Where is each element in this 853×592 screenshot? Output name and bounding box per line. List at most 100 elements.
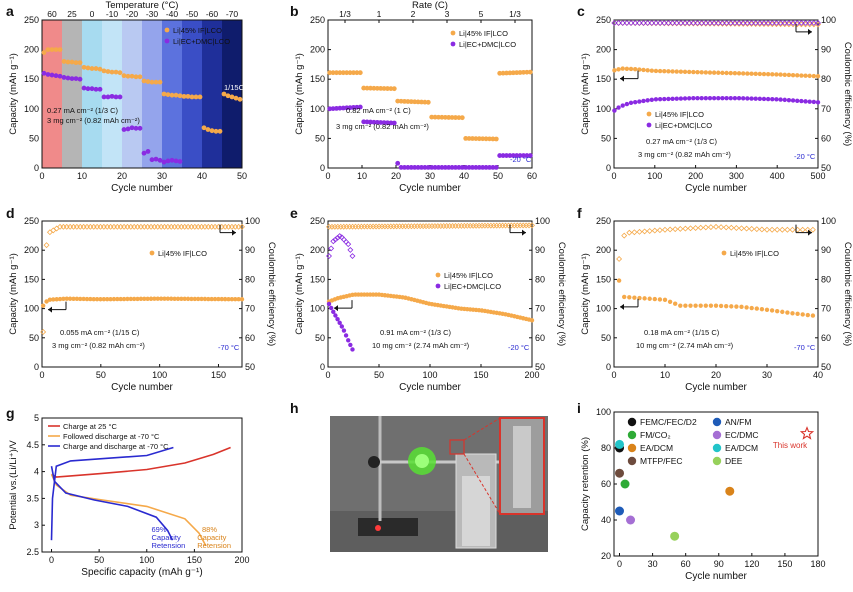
- temperature-band: [142, 20, 162, 168]
- ce-point: [181, 223, 188, 230]
- ce-point: [94, 223, 101, 230]
- data-point: [749, 96, 754, 101]
- ce-point: [804, 226, 811, 233]
- data-point: [753, 71, 758, 77]
- arrow-head: [334, 305, 338, 312]
- data-point: [148, 296, 154, 301]
- x-tick-label: 40: [813, 370, 823, 380]
- ce-point: [677, 19, 684, 26]
- data-point: [780, 309, 785, 315]
- data-point: [334, 106, 339, 111]
- y2-axis-label: Coulombic efficiency (%): [842, 242, 853, 346]
- y-tick-label: 100: [596, 407, 611, 417]
- annotation: 0.18 mA cm⁻² (1/15 C): [644, 328, 720, 337]
- data-point: [108, 296, 113, 302]
- data-point: [683, 303, 688, 308]
- data-point: [343, 333, 349, 338]
- data-point: [185, 93, 191, 99]
- y-axis-label: Capacity (mAh g⁻¹): [8, 53, 19, 135]
- panel-g: 0 50 100 150 200 2.5 3 3.5 4 4.5 5 Specific capacit…: [6, 405, 250, 578]
- ce-point: [644, 19, 651, 26]
- data-point: [172, 296, 177, 301]
- band-label: -30: [146, 9, 159, 19]
- data-point: [45, 47, 51, 52]
- x-tick-label: 50: [96, 370, 106, 380]
- data-point: [620, 479, 630, 489]
- data-point: [632, 99, 638, 105]
- data-point: [703, 303, 708, 308]
- x-tick-label: 0: [39, 171, 44, 181]
- data-point: [81, 296, 86, 302]
- y-tick-label: 100: [24, 304, 39, 314]
- ce-point: [87, 223, 94, 230]
- ce-point: [809, 226, 816, 233]
- x-tick-label: 90: [714, 559, 724, 569]
- y-tick-label: 0: [606, 163, 611, 173]
- y-tick-label: 50: [601, 333, 611, 343]
- data-point: [615, 506, 625, 516]
- data-point: [337, 105, 343, 111]
- band-label: -60: [206, 9, 219, 19]
- data-point: [637, 99, 642, 104]
- ce-point: [707, 19, 713, 26]
- data-point: [703, 95, 709, 101]
- legend-marker: [450, 41, 456, 47]
- ce-point: [728, 224, 735, 231]
- data-point: [745, 71, 750, 76]
- data-point: [202, 296, 208, 302]
- data-point: [815, 100, 821, 105]
- data-point: [673, 301, 678, 306]
- data-point: [158, 296, 164, 301]
- data-point: [436, 114, 441, 120]
- y-tick-label: 60: [601, 479, 611, 489]
- data-point: [395, 160, 401, 166]
- legend-marker: [712, 430, 722, 440]
- data-point: [459, 165, 465, 170]
- data-point: [41, 70, 47, 76]
- y2-tick-label: 70: [821, 104, 831, 114]
- x-tick-label: 400: [770, 171, 785, 181]
- x-tick-label: 200: [234, 555, 249, 565]
- ce-point: [134, 223, 141, 230]
- ce-point: [90, 223, 97, 230]
- data-point: [442, 114, 448, 120]
- data-point: [678, 69, 684, 74]
- ce-point: [208, 223, 215, 230]
- plot-frame: [613, 19, 819, 169]
- ce-point: [97, 223, 104, 230]
- data-point: [686, 96, 692, 101]
- y-tick-label: 3.5: [26, 493, 39, 503]
- panel-b: 0 10 20 30 40 50 60 0 50 100 150 200 250 Cycle number…: [290, 0, 537, 194]
- ce-point: [702, 19, 709, 26]
- data-point: [105, 94, 111, 100]
- data-point: [753, 96, 758, 101]
- ce-point: [779, 226, 786, 233]
- data-point: [728, 95, 733, 101]
- ce-point: [661, 19, 668, 26]
- data-point: [739, 304, 744, 310]
- data-point: [115, 296, 120, 302]
- data-point: [786, 72, 792, 78]
- data-point: [142, 296, 147, 302]
- legend-label: Li|45% IF|LCO: [158, 249, 207, 258]
- ce-point: [657, 19, 664, 26]
- y-tick-label: 150: [310, 274, 325, 284]
- ce-point: [764, 226, 770, 233]
- x-tick-label: 10: [357, 171, 367, 181]
- data-point: [81, 85, 87, 91]
- annotation: 69%: [152, 525, 167, 534]
- data-point: [691, 69, 696, 75]
- ce-point: [144, 223, 151, 230]
- legend-marker: [627, 443, 637, 453]
- data-point: [517, 153, 523, 158]
- ce-point: [758, 226, 765, 233]
- ce-point: [798, 19, 805, 26]
- y-tick-label: 150: [596, 74, 611, 84]
- x-tick-label: 500: [810, 171, 825, 181]
- data-point: [504, 153, 509, 158]
- data-point: [720, 70, 725, 76]
- data-point: [129, 125, 135, 131]
- data-point: [476, 136, 482, 142]
- ce-point: [57, 223, 63, 230]
- data-point: [109, 93, 115, 99]
